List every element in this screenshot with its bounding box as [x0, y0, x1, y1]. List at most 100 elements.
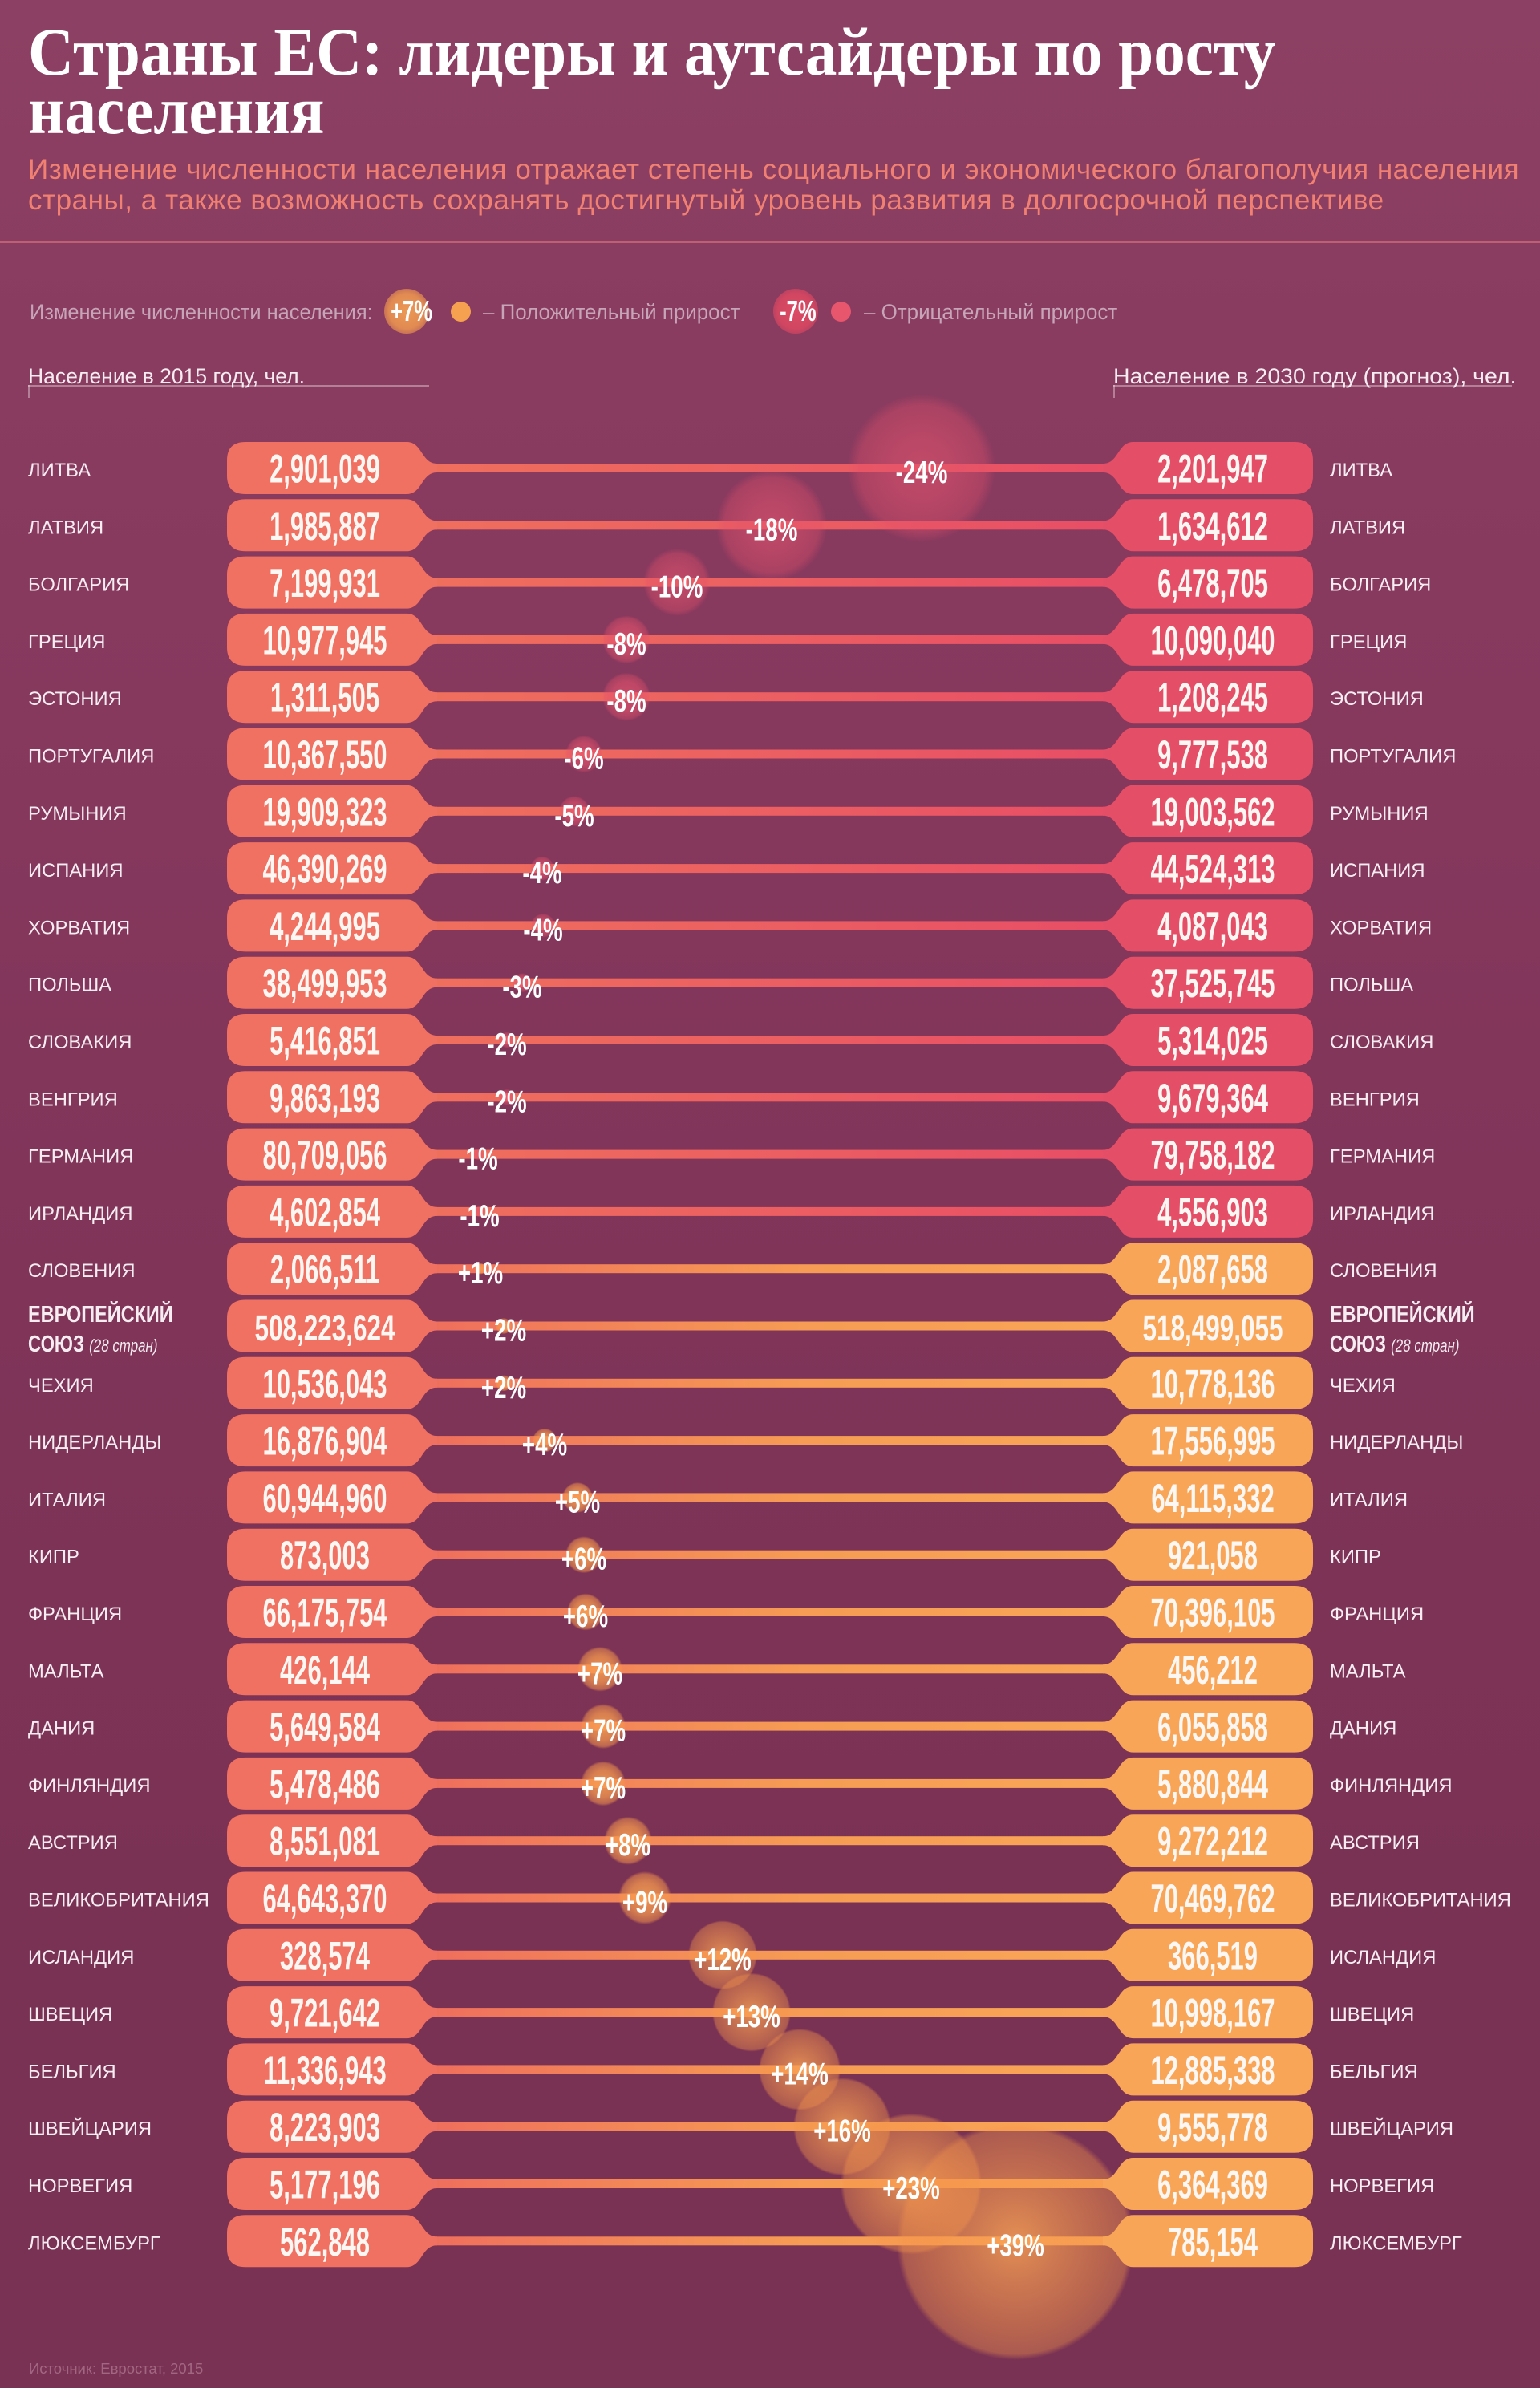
svg-text:-6%: -6% [564, 741, 603, 776]
svg-text:ГРЕЦИЯ: ГРЕЦИЯ [28, 631, 105, 653]
svg-text:10,998,167: 10,998,167 [1150, 1990, 1275, 2035]
svg-text:5,314,025: 5,314,025 [1157, 1018, 1268, 1063]
svg-text:АВСТРИЯ: АВСТРИЯ [1330, 1832, 1420, 1854]
svg-text:-4%: -4% [523, 913, 562, 948]
svg-text:БОЛГАРИЯ: БОЛГАРИЯ [1330, 574, 1431, 595]
svg-text:-1%: -1% [460, 1198, 499, 1234]
svg-text:6,478,705: 6,478,705 [1157, 560, 1268, 605]
svg-text:37,525,745: 37,525,745 [1150, 961, 1275, 1006]
svg-text:80,709,056: 80,709,056 [262, 1132, 387, 1177]
svg-text:6,055,858: 6,055,858 [1157, 1704, 1268, 1749]
svg-text:873,003: 873,003 [280, 1533, 370, 1578]
svg-text:8,551,081: 8,551,081 [270, 1818, 380, 1863]
svg-text:ГЕРМАНИЯ: ГЕРМАНИЯ [28, 1145, 133, 1167]
svg-text:СЛОВАКИЯ: СЛОВАКИЯ [1330, 1032, 1433, 1053]
svg-text:+14%: +14% [771, 2057, 829, 2092]
svg-text:ЛЮКСЕМБУРГ: ЛЮКСЕМБУРГ [1330, 2232, 1462, 2254]
svg-text:-8%: -8% [606, 684, 646, 720]
svg-text:ВЕНГРИЯ: ВЕНГРИЯ [28, 1089, 118, 1110]
svg-text:ВЕЛИКОБРИТАНИЯ: ВЕЛИКОБРИТАНИЯ [28, 1889, 209, 1911]
svg-text:785,154: 785,154 [1168, 2219, 1258, 2264]
svg-text:ГРЕЦИЯ: ГРЕЦИЯ [1330, 631, 1407, 653]
svg-text:9,272,212: 9,272,212 [1157, 1818, 1268, 1863]
svg-text:508,223,624: 508,223,624 [254, 1309, 395, 1349]
svg-text:ПОЛЬША: ПОЛЬША [1330, 975, 1413, 996]
svg-text:5,416,851: 5,416,851 [270, 1018, 380, 1063]
svg-text:МАЛЬТА: МАЛЬТА [28, 1660, 104, 1682]
svg-text:ЕВРОПЕЙСКИЙ: ЕВРОПЕЙСКИЙ [1330, 1301, 1475, 1328]
svg-text:8,223,903: 8,223,903 [270, 2105, 380, 2150]
svg-text:10,977,945: 10,977,945 [262, 618, 387, 663]
svg-text:70,396,105: 70,396,105 [1150, 1590, 1275, 1635]
svg-text:7,199,931: 7,199,931 [270, 560, 380, 605]
svg-text:ЕВРОПЕЙСКИЙ: ЕВРОПЕЙСКИЙ [28, 1301, 173, 1328]
svg-text:5,177,196: 5,177,196 [270, 2162, 380, 2207]
svg-text:БЕЛЬГИЯ: БЕЛЬГИЯ [1330, 2061, 1418, 2082]
svg-text:ДАНИЯ: ДАНИЯ [28, 1717, 95, 1739]
svg-text:НОРВЕГИЯ: НОРВЕГИЯ [1330, 2175, 1434, 2197]
svg-text:ШВЕЙЦАРИЯ: ШВЕЙЦАРИЯ [1330, 2118, 1453, 2140]
svg-text:+7%: +7% [581, 1770, 626, 1806]
svg-text:ИРЛАНДИЯ: ИРЛАНДИЯ [28, 1203, 132, 1225]
svg-text:+12%: +12% [694, 1942, 752, 1977]
svg-text:19,003,562: 19,003,562 [1150, 789, 1275, 834]
svg-text:1,634,612: 1,634,612 [1157, 503, 1268, 548]
svg-text:МАЛЬТА: МАЛЬТА [1330, 1660, 1406, 1682]
svg-text:ГЕРМАНИЯ: ГЕРМАНИЯ [1330, 1145, 1435, 1167]
svg-text:46,390,269: 46,390,269 [262, 846, 387, 891]
svg-text:+39%: +39% [987, 2228, 1044, 2264]
svg-text:СЛОВЕНИЯ: СЛОВЕНИЯ [28, 1260, 136, 1282]
svg-text:366,519: 366,519 [1168, 1933, 1258, 1978]
svg-text:-24%: -24% [896, 455, 948, 490]
svg-text:НИДЕРЛАНДЫ: НИДЕРЛАНДЫ [28, 1432, 161, 1453]
svg-text:КИПР: КИПР [28, 1547, 79, 1568]
svg-text:6,364,369: 6,364,369 [1157, 2162, 1268, 2207]
svg-text:ЭСТОНИЯ: ЭСТОНИЯ [1330, 688, 1424, 710]
svg-text:10,536,043: 10,536,043 [262, 1361, 387, 1406]
svg-text:ХОРВАТИЯ: ХОРВАТИЯ [28, 917, 130, 939]
svg-text:+16%: +16% [813, 2114, 871, 2149]
svg-text:ХОРВАТИЯ: ХОРВАТИЯ [1330, 917, 1432, 939]
svg-text:2,901,039: 2,901,039 [270, 446, 380, 491]
svg-text:-18%: -18% [746, 513, 798, 548]
svg-text:+2%: +2% [481, 1370, 526, 1405]
svg-text:+6%: +6% [563, 1599, 608, 1634]
svg-text:ПОРТУГАЛИЯ: ПОРТУГАЛИЯ [1330, 745, 1456, 767]
svg-text:ДАНИЯ: ДАНИЯ [1330, 1717, 1396, 1739]
svg-text:ВЕНГРИЯ: ВЕНГРИЯ [1330, 1089, 1420, 1110]
svg-text:2,201,947: 2,201,947 [1157, 446, 1268, 491]
svg-text:9,721,642: 9,721,642 [270, 1990, 380, 2035]
svg-text:ФРАНЦИЯ: ФРАНЦИЯ [1330, 1603, 1424, 1625]
svg-text:518,499,055: 518,499,055 [1142, 1309, 1283, 1349]
svg-text:ФИНЛЯНДИЯ: ФИНЛЯНДИЯ [1330, 1775, 1453, 1797]
svg-text:-2%: -2% [487, 1085, 526, 1120]
svg-text:17,556,995: 17,556,995 [1150, 1418, 1275, 1463]
svg-text:4,602,854: 4,602,854 [270, 1190, 380, 1235]
svg-text:РУМЫНИЯ: РУМЫНИЯ [1330, 803, 1429, 825]
svg-text:ЛАТВИЯ: ЛАТВИЯ [28, 517, 103, 538]
svg-text:456,212: 456,212 [1168, 1647, 1258, 1692]
svg-text:+23%: +23% [882, 2171, 940, 2206]
svg-text:ПОЛЬША: ПОЛЬША [28, 975, 111, 996]
svg-text:ИСЛАНДИЯ: ИСЛАНДИЯ [28, 1947, 134, 1968]
svg-text:5,478,486: 5,478,486 [270, 1762, 380, 1806]
svg-text:+13%: +13% [723, 2000, 780, 2035]
svg-text:64,115,332: 64,115,332 [1151, 1475, 1274, 1520]
svg-text:БЕЛЬГИЯ: БЕЛЬГИЯ [28, 2061, 116, 2082]
svg-text:НОРВЕГИЯ: НОРВЕГИЯ [28, 2175, 132, 2197]
svg-text:5,880,844: 5,880,844 [1157, 1762, 1268, 1806]
svg-text:19,909,323: 19,909,323 [262, 789, 387, 834]
svg-text:ФИНЛЯНДИЯ: ФИНЛЯНДИЯ [28, 1775, 151, 1797]
svg-text:70,469,762: 70,469,762 [1150, 1875, 1275, 1920]
svg-text:ПОРТУГАЛИЯ: ПОРТУГАЛИЯ [28, 745, 154, 767]
svg-text:5,649,584: 5,649,584 [270, 1704, 380, 1749]
svg-text:-10%: -10% [651, 570, 703, 605]
svg-text:+2%: +2% [481, 1313, 526, 1348]
svg-text:РУМЫНИЯ: РУМЫНИЯ [28, 803, 127, 825]
svg-text:12,885,338: 12,885,338 [1150, 2047, 1275, 2092]
svg-text:16,876,904: 16,876,904 [262, 1418, 387, 1463]
svg-text:ИРЛАНДИЯ: ИРЛАНДИЯ [1330, 1203, 1434, 1225]
svg-text:-4%: -4% [522, 856, 561, 891]
svg-text:ИТАЛИЯ: ИТАЛИЯ [1330, 1489, 1408, 1510]
svg-text:10,778,136: 10,778,136 [1150, 1361, 1275, 1406]
